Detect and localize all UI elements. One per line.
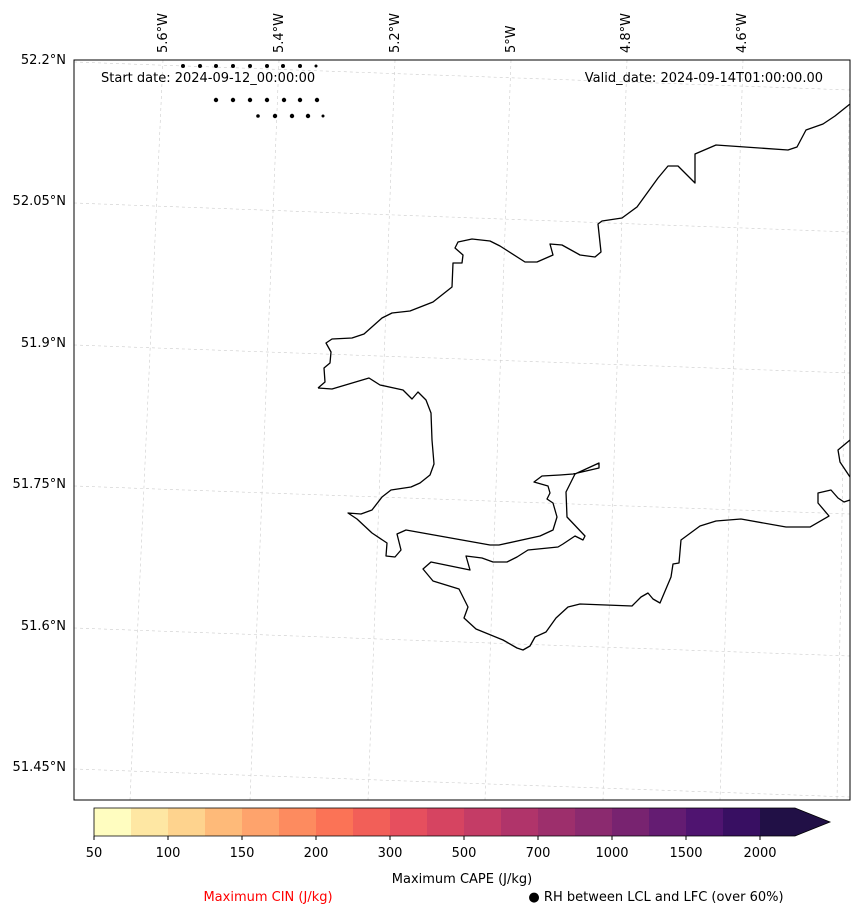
colorbar-tick-label: 300 [377, 846, 403, 861]
lon-label: 5.2°W [388, 12, 403, 53]
colorbar-tick-label: 1500 [669, 846, 703, 861]
colorbar-title: Maximum CAPE (J/kg) [391, 872, 533, 887]
colorbar-tick-label: 50 [85, 846, 103, 861]
colorbar-tick-label: 200 [303, 846, 329, 861]
lat-gridline [73, 485, 851, 515]
colorbar-extend-arrow [795, 808, 830, 836]
colorbar-segment [649, 808, 687, 836]
lon-gridline [602, 59, 628, 801]
lat-label: 51.9°N [20, 336, 66, 351]
lat-gridline [73, 202, 851, 233]
rh-dot [281, 97, 287, 103]
lat-label: 51.75°N [12, 477, 66, 492]
colorbar-tick-label: 1000 [595, 846, 629, 861]
colorbar-segment [464, 808, 502, 836]
colorbar-outline [93, 807, 832, 837]
colorbar-segment [686, 808, 724, 836]
gridlines [73, 59, 851, 801]
colorbar-segment [427, 808, 465, 836]
coastline-east [837, 439, 851, 478]
rh-dot [298, 64, 302, 68]
colorbar-segment [575, 808, 613, 836]
start-date-label: Start date: 2024-09-12_00:00:00 [101, 71, 316, 86]
lat-label: 52.2°N [20, 53, 66, 68]
colorbar-segment [390, 808, 428, 836]
colorbar-tick-label: 2000 [743, 846, 777, 861]
rh-dot [264, 97, 270, 103]
lon-label: 5.4°W [272, 12, 287, 53]
rh-dot [256, 114, 260, 118]
colorbar-segment [168, 808, 206, 836]
colorbar-tick-label: 100 [155, 846, 181, 861]
rh-dot [198, 64, 202, 68]
rh-dot [214, 64, 218, 68]
rh-dot [247, 97, 253, 103]
cin-legend-label: Maximum CIN (J/kg) [203, 890, 333, 905]
lon-gridline [484, 59, 512, 801]
colorbar-segment [538, 808, 576, 836]
valid-date-label: Valid_date: 2024-09-14T01:00:00.00 [584, 71, 823, 86]
colorbar-segment [94, 808, 132, 836]
rh-dot [231, 64, 235, 68]
rh-dot [281, 64, 285, 68]
map-frame [73, 59, 851, 801]
colorbar-tick-label: 500 [451, 846, 477, 861]
colorbar-segment [242, 808, 280, 836]
colorbar-segment [612, 808, 650, 836]
coastline [317, 103, 851, 651]
lat-label: 51.45°N [12, 760, 66, 775]
colorbar-segment [501, 808, 539, 836]
lon-gridline [836, 69, 851, 801]
rh-dot [289, 113, 295, 119]
rh-dot [213, 97, 219, 103]
rh-dot [321, 114, 325, 118]
rh-dot [314, 64, 318, 68]
rh-dot [230, 97, 236, 103]
lat-label: 51.6°N [20, 619, 66, 634]
colorbar-segment [353, 808, 391, 836]
rh-legend-label: ● RH between LCL and LFC (over 60%) [528, 890, 784, 905]
rh-dot [272, 113, 278, 119]
colorbar-segment [205, 808, 243, 836]
rh-dot [314, 97, 320, 103]
rh-dot [181, 64, 185, 68]
coastline-milford-haven [317, 377, 851, 651]
lon-gridline [719, 59, 744, 801]
rh-dot [265, 64, 269, 68]
colorbar-segment [760, 808, 795, 836]
colorbar-segment [723, 808, 761, 836]
lon-gridline [129, 59, 164, 801]
rh-dot [305, 113, 311, 119]
colorbar-tick-label: 150 [229, 846, 255, 861]
rh-dot [297, 97, 303, 103]
lat-label: 52.05°N [12, 194, 66, 209]
rh-dot-group [181, 64, 325, 119]
lat-gridline [73, 627, 851, 657]
colorbar-segment [131, 808, 169, 836]
colorbar-tick-label: 700 [525, 846, 551, 861]
colorbar-segment [316, 808, 354, 836]
lon-gridline [249, 59, 280, 801]
colorbar-segment [279, 808, 317, 836]
cape-colorbar [93, 807, 832, 840]
coastline-north [317, 103, 851, 389]
lon-label: 4.8°W [619, 12, 634, 53]
lon-gridline [367, 59, 396, 801]
lon-label: 4.6°W [735, 12, 750, 53]
lon-label: 5°W [504, 25, 519, 53]
lat-gridline [73, 768, 851, 798]
rh-dot [248, 64, 252, 68]
lon-label: 5.6°W [156, 12, 171, 53]
